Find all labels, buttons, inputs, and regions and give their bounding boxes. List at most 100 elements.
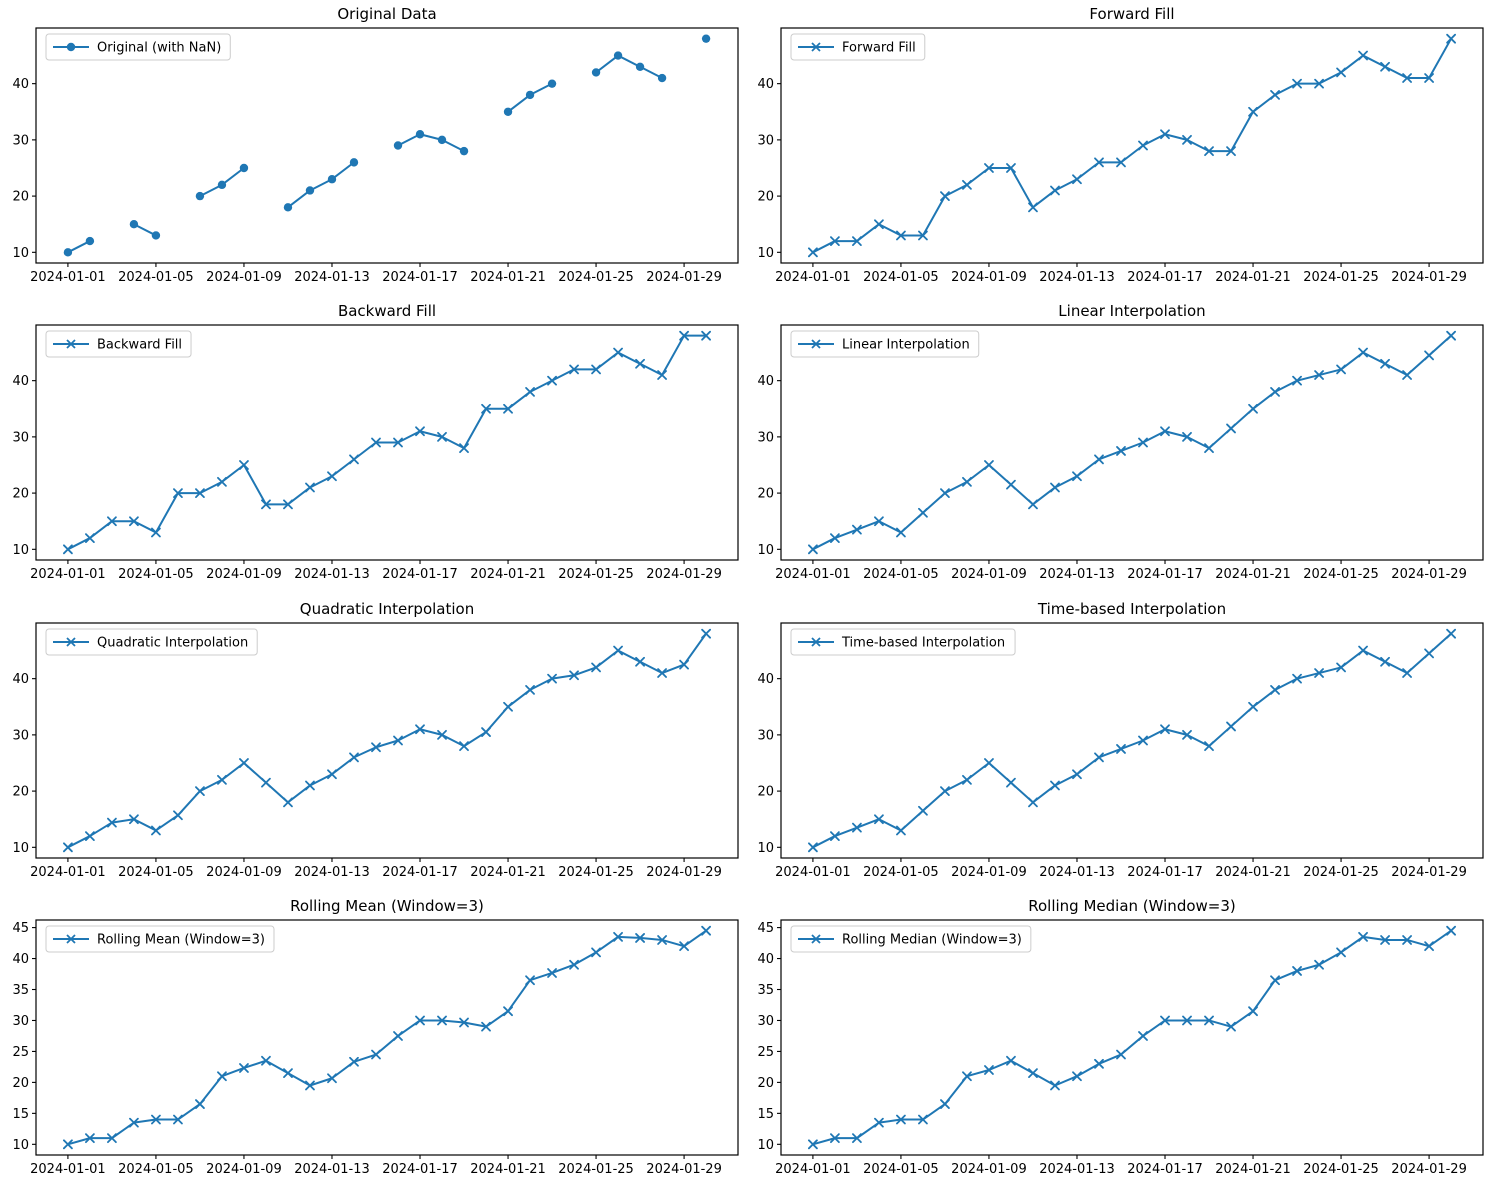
data-point-marker [393, 141, 403, 150]
data-point-marker [195, 1098, 205, 1109]
y-tick-label: 10 [12, 840, 29, 855]
y-tick-label: 30 [12, 1014, 29, 1029]
y-tick-label: 20 [757, 1076, 774, 1091]
data-point-marker [151, 231, 161, 240]
x-tick-label: 2024-01-05 [118, 1162, 194, 1177]
quadratic-interpolation-canvas: 2024-01-01 2024-01-05 2024-01-09 2024-01-13… [12, 600, 739, 880]
x-tick-label: 2024-01-21 [1215, 1162, 1291, 1177]
data-point-marker [1005, 777, 1016, 788]
x-tick-label: 2024-01-29 [1391, 567, 1467, 582]
x-tick-label: 2024-01-21 [470, 865, 546, 880]
data-point-marker [1159, 723, 1170, 734]
x-tick-label: 2024-01-05 [863, 567, 939, 582]
axes-frame [779, 621, 1484, 859]
x-tick-label: 2024-01-17 [382, 865, 458, 880]
data-point-marker [1247, 106, 1258, 117]
series-line [811, 37, 1452, 254]
axes-frame [779, 919, 1484, 1156]
x-tick-label: 2024-01-05 [118, 270, 194, 285]
data-point-marker [349, 158, 359, 167]
legend-box [790, 33, 925, 61]
legend-marker [66, 636, 76, 647]
data-point-marker [1093, 751, 1104, 762]
data-point-marker [283, 203, 293, 212]
data-point-marker [1137, 1030, 1148, 1041]
data-point-marker [503, 701, 513, 712]
data-point-marker [1247, 1006, 1258, 1016]
data-point-marker [807, 544, 818, 555]
data-point-marker [1093, 454, 1104, 465]
data-point-marker [1291, 673, 1302, 684]
data-point-marker [63, 248, 73, 257]
x-tick-label: 2024-01-21 [1215, 270, 1291, 285]
legend: Original (with NaN) [45, 33, 231, 61]
data-point-marker [1401, 370, 1412, 381]
x-tick-label: 2024-01-17 [1127, 270, 1203, 285]
data-point-marker [1423, 941, 1434, 951]
data-point-marker [1423, 350, 1434, 361]
data-point-marker [1379, 61, 1390, 72]
data-point-marker [613, 347, 623, 358]
data-point-marker [1269, 975, 1280, 985]
data-point-marker [657, 934, 667, 945]
x-tick-label: 2024-01-25 [1303, 270, 1379, 285]
data-point-marker [591, 68, 601, 77]
y-tick-label: 10 [12, 1138, 29, 1153]
data-point-marker [1137, 437, 1148, 448]
data-point-marker [1027, 499, 1038, 510]
legend-label: Quadratic Interpolation [97, 635, 248, 650]
data-point-marker [129, 516, 139, 527]
data-point-marker [393, 1030, 403, 1041]
legend-marker [66, 339, 76, 349]
data-point-marker [873, 813, 884, 824]
data-point-marker [1071, 1071, 1082, 1081]
data-point-marker [437, 729, 447, 740]
data-point-marker [459, 443, 469, 454]
data-point-marker [1115, 1049, 1126, 1060]
y-tick-label: 10 [757, 840, 774, 855]
data-point-marker [1159, 1015, 1170, 1026]
y-tick-label: 25 [12, 1045, 29, 1060]
data-point-marker [1313, 78, 1324, 89]
chart-linear-interpolation: 2024-01-01 2024-01-05 2024-01-09 2024-01-13… [745, 297, 1489, 594]
y-tick-label: 30 [12, 431, 29, 446]
data-point-marker [129, 1117, 139, 1128]
legend-marker [66, 934, 76, 944]
backward-fill-canvas: 2024-01-01 2024-01-05 2024-01-09 2024-01-13… [12, 302, 739, 582]
series-line [397, 133, 466, 153]
data-point-marker [481, 726, 491, 737]
y-tick-label: 20 [757, 487, 774, 502]
data-point-marker [261, 1055, 271, 1066]
legend-marker [66, 42, 76, 52]
x-tick-label: 2024-01-21 [470, 567, 546, 582]
data-point-marker [85, 830, 95, 841]
x-tick-label: 2024-01-05 [863, 270, 939, 285]
x-tick-label: 2024-01-17 [1127, 865, 1203, 880]
data-point-marker [679, 659, 689, 670]
y-tick-label: 10 [12, 543, 29, 558]
legend-box [45, 628, 258, 655]
x-tick-label: 2024-01-13 [1039, 567, 1115, 582]
data-point-marker [1203, 1015, 1214, 1026]
y-tick-label: 45 [757, 921, 774, 936]
data-point-marker [459, 740, 469, 751]
data-point-marker [1225, 423, 1236, 434]
data-point-marker [195, 191, 205, 201]
data-point-marker [1203, 740, 1214, 751]
data-point-marker [983, 1064, 994, 1075]
legend: Forward Fill [790, 33, 925, 61]
series-line [811, 632, 1452, 848]
data-point-marker [1379, 359, 1390, 369]
x-tick-label: 2024-01-25 [1303, 1162, 1379, 1177]
data-point-marker [327, 1073, 337, 1083]
data-point-marker [807, 1139, 818, 1149]
legend-box [790, 330, 979, 358]
data-point-marker [415, 1015, 425, 1026]
data-point-marker [283, 499, 293, 510]
data-point-marker [1291, 376, 1302, 386]
data-point-marker [1335, 364, 1346, 375]
rolling-median-canvas: 2024-01-01 2024-01-05 2024-01-09 2024-01-13… [757, 897, 1484, 1177]
chart-title: Time-based Interpolation [1036, 600, 1225, 618]
x-tick-label: 2024-01-13 [294, 865, 370, 880]
